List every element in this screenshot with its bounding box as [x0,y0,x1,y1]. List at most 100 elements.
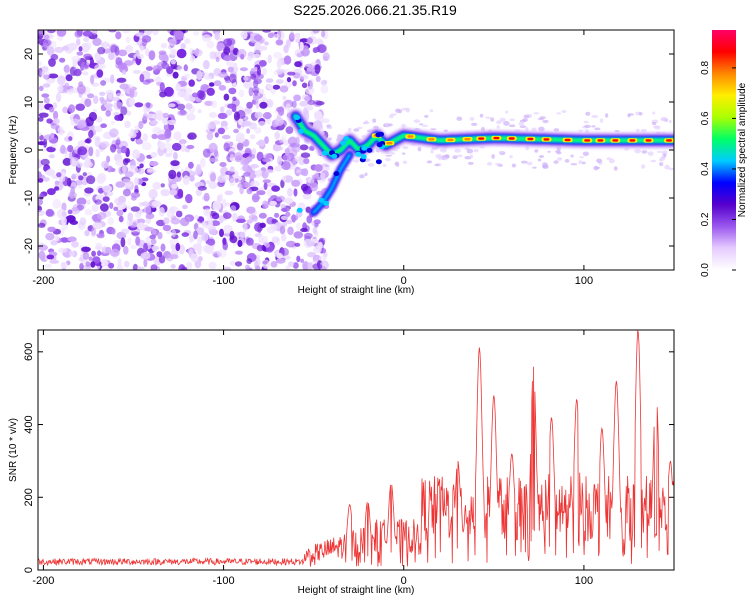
transition-spot [376,142,383,148]
noise-blob [443,129,448,132]
noise-blob [523,114,530,119]
noise-blob [320,172,326,180]
noise-blob [306,215,313,224]
noise-blob [57,75,66,86]
noise-blob [307,177,315,184]
noise-blob [312,174,318,180]
noise-blob [308,146,315,151]
noise-blob [300,152,311,158]
noise-blob [57,85,64,93]
noise-blob [248,87,254,97]
noise-blob [296,169,301,174]
noise-blob [77,146,88,156]
noise-blob [124,260,130,268]
noise-blob [133,177,139,186]
noise-blob [171,183,178,190]
noise-blob [59,147,68,155]
noise-blob [246,258,252,264]
noise-blob [132,149,141,159]
noise-blob [270,261,278,268]
noise-blob [124,171,134,178]
noise-blob [61,211,67,218]
noise-blob [469,154,473,159]
noise-blob [179,109,186,115]
noise-blob [250,180,260,188]
noise-blob [636,128,640,133]
noise-blob [303,193,311,200]
noise-blob [367,163,375,167]
noise-blob [585,111,591,116]
noise-blob [401,123,406,128]
noise-blob [91,82,100,87]
noise-blob [114,114,122,121]
noise-blob [578,129,584,132]
noise-blob [38,102,45,111]
noise-blob [298,155,306,166]
noise-blob [84,187,94,194]
noise-blob [273,33,280,39]
noise-blob [193,230,198,240]
noise-blob [242,164,251,172]
noise-blob [93,95,99,104]
noise-blob [275,79,284,84]
noise-blob [150,264,158,270]
noise-blob [86,93,95,99]
noise-blob [118,215,124,223]
noise-blob [298,74,309,80]
noise-blob [110,168,116,172]
noise-blob [239,67,248,72]
noise-blob [63,65,70,73]
noise-blob [92,222,102,230]
noise-blob [94,199,102,205]
noise-blob [591,125,596,128]
noise-blob [45,232,55,241]
noise-blob [130,192,141,199]
noise-blob [312,226,318,234]
noise-blob [217,127,226,135]
noise-blob [102,186,110,192]
noise-blob [429,109,434,113]
noise-blob [90,261,96,268]
noise-blob [132,69,141,74]
noise-blob [221,175,230,181]
noise-blob [38,222,46,228]
noise-blob [143,258,148,268]
noise-blob [279,85,289,93]
noise-blob [596,158,603,163]
noise-blob [538,155,545,158]
noise-blob [142,113,149,121]
noise-blob [202,148,211,158]
noise-blob [184,87,193,94]
noise-blob [229,141,234,147]
noise-blob [402,152,406,155]
noise-blob [266,99,274,108]
noise-blob [253,79,259,89]
noise-blob [168,169,177,180]
noise-blob [306,104,314,111]
noise-blob [234,261,243,267]
noise-blob [496,125,500,129]
spectrogram-xlabel: Height of straight line (km) [298,285,415,296]
transition-spot [343,136,350,142]
noise-blob [186,144,195,150]
noise-blob [224,190,234,196]
noise-blob [490,117,495,122]
noise-blob [229,154,235,162]
noise-blob [82,251,90,260]
noise-blob [84,208,93,216]
noise-blob [245,264,250,270]
noise-blob [122,188,131,197]
noise-blob [115,181,126,188]
noise-blob [324,165,329,167]
noise-blob [136,139,144,145]
noise-blob [638,112,643,116]
noise-blob [250,73,257,80]
noise-blob [402,160,408,164]
noise-blob [627,113,631,118]
y-tick-label: 10 [23,96,35,108]
noise-blob [43,134,54,141]
noise-blob [145,213,155,220]
noise-blob [553,128,560,132]
noise-blob [43,177,50,182]
noise-blob [46,254,55,260]
